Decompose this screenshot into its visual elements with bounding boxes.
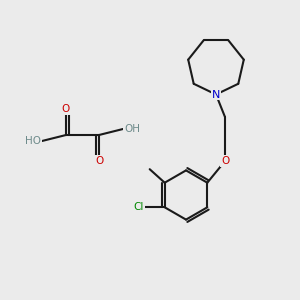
Text: O: O bbox=[221, 156, 229, 166]
Text: O: O bbox=[95, 155, 103, 166]
Text: Cl: Cl bbox=[134, 202, 144, 212]
Text: N: N bbox=[212, 89, 220, 100]
Text: HO: HO bbox=[25, 136, 41, 146]
Text: OH: OH bbox=[124, 124, 140, 134]
Text: O: O bbox=[62, 104, 70, 115]
